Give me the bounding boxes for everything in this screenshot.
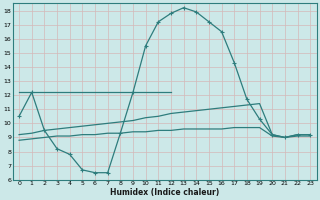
- X-axis label: Humidex (Indice chaleur): Humidex (Indice chaleur): [110, 188, 219, 197]
